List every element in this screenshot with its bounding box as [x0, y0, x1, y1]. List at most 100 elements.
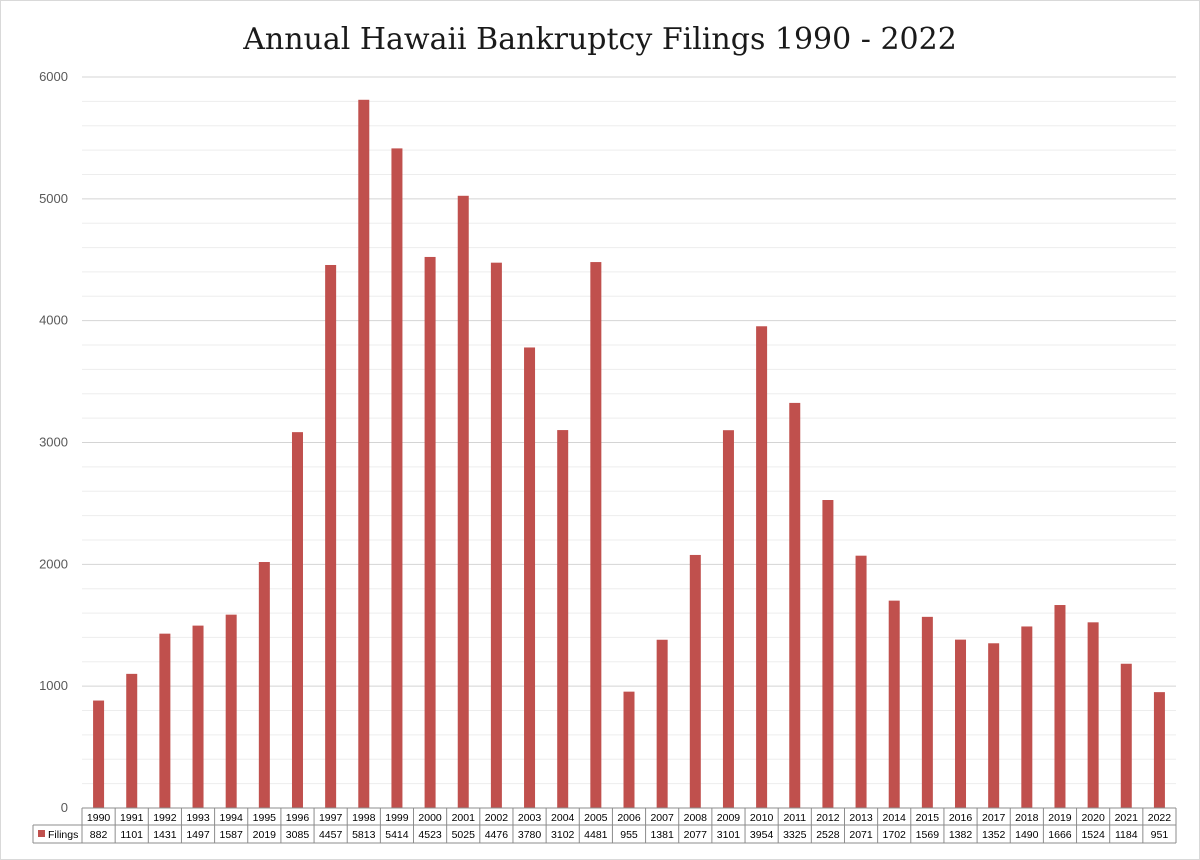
data-table-value: 1666: [1048, 829, 1072, 841]
x-category-label: 2004: [551, 812, 575, 824]
y-tick-label: 5000: [39, 191, 68, 206]
x-category-label: 2010: [750, 812, 774, 824]
x-category-label: 2011: [783, 812, 806, 824]
y-tick-label: 0: [61, 800, 68, 815]
bar-2004: [557, 430, 569, 808]
bar-2002: [490, 262, 502, 808]
bar-1998: [358, 99, 370, 808]
data-table-value: 2071: [849, 829, 873, 841]
x-category-label: 2003: [518, 812, 542, 824]
data-table-value: 3101: [717, 829, 741, 841]
bar-1995: [258, 562, 270, 808]
bar-2021: [1120, 663, 1132, 808]
bar-1992: [159, 633, 171, 808]
x-category-label: 1997: [319, 812, 343, 824]
data-table-value: 1352: [982, 829, 1006, 841]
bar-2008: [689, 554, 701, 808]
y-tick-label: 2000: [39, 556, 68, 571]
y-tick-label: 6000: [39, 69, 68, 84]
x-category-label: 2005: [584, 812, 608, 824]
data-table-value: 3085: [286, 829, 310, 841]
x-category-label: 1993: [186, 812, 210, 824]
x-category-label: 2019: [1048, 812, 1072, 824]
data-table-value: 3325: [783, 829, 807, 841]
data-table-value: 3780: [518, 829, 542, 841]
data-table-value: 3102: [551, 829, 575, 841]
x-category-label: 2002: [485, 812, 509, 824]
data-table-value: 3954: [750, 829, 774, 841]
bar-2016: [955, 639, 967, 808]
x-category-label: 2012: [816, 812, 840, 824]
x-category-label: 2022: [1148, 812, 1172, 824]
data-table-value: 4523: [418, 829, 442, 841]
bar-2000: [424, 256, 436, 808]
bar-2011: [789, 402, 801, 808]
x-category-label: 2013: [849, 812, 873, 824]
x-category-label: 2020: [1081, 812, 1105, 824]
data-table-value: 2077: [684, 829, 708, 841]
x-category-label: 2018: [1015, 812, 1039, 824]
x-category-label: 2000: [418, 812, 442, 824]
x-category-label: 1990: [87, 812, 111, 824]
data-table-value: 1381: [650, 829, 674, 841]
data-table-value: 5414: [385, 829, 409, 841]
x-category-label: 1992: [153, 812, 177, 824]
data-table-value: 2019: [253, 829, 277, 841]
x-category-label: 2008: [684, 812, 708, 824]
bar-2017: [988, 643, 1000, 808]
bar-2020: [1087, 622, 1099, 808]
x-category-label: 2016: [949, 812, 973, 824]
data-table-value: 1524: [1081, 829, 1105, 841]
data-table-value: 4457: [319, 829, 343, 841]
bar-2019: [1054, 605, 1066, 808]
data-table-value: 4476: [485, 829, 509, 841]
data-table-value: 4481: [584, 829, 608, 841]
bar-2013: [855, 555, 867, 808]
data-table-value: 1431: [153, 829, 177, 841]
bar-2014: [888, 600, 900, 808]
x-category-label: 2015: [916, 812, 940, 824]
x-category-label: 1991: [120, 812, 144, 824]
bar-2006: [623, 691, 635, 808]
x-category-label: 2009: [717, 812, 741, 824]
data-table-value: 882: [90, 829, 108, 841]
bar-2010: [756, 326, 768, 808]
bar-2009: [722, 430, 734, 808]
bar-1990: [93, 700, 105, 808]
bar-2015: [921, 616, 933, 808]
bar-1991: [126, 673, 138, 808]
bar-1993: [192, 625, 204, 808]
x-category-label: 1995: [253, 812, 277, 824]
data-table-value: 1702: [883, 829, 907, 841]
data-table-value: 1184: [1115, 829, 1138, 841]
bar-2001: [457, 195, 469, 809]
data-table-value: 951: [1151, 829, 1169, 841]
x-category-label: 2007: [650, 812, 674, 824]
data-table-value: 1101: [120, 829, 143, 841]
x-category-label: 1998: [352, 812, 376, 824]
data-table-value: 1490: [1015, 829, 1039, 841]
bar-1994: [225, 614, 237, 808]
bar-2022: [1153, 692, 1165, 808]
x-category-label: 2017: [982, 812, 1006, 824]
bar-2018: [1021, 626, 1033, 808]
bar-2005: [590, 262, 602, 808]
data-table-value: 5025: [452, 829, 476, 841]
y-tick-label: 1000: [39, 678, 68, 693]
data-table-value: 1569: [916, 829, 940, 841]
x-category-label: 2001: [452, 812, 476, 824]
x-category-label: 2021: [1115, 812, 1139, 824]
data-table-value: 1497: [186, 829, 210, 841]
bar-2007: [656, 639, 668, 808]
x-category-label: 1999: [385, 812, 409, 824]
x-category-label: 1994: [220, 812, 244, 824]
y-tick-label: 4000: [39, 313, 68, 328]
bar-1996: [291, 432, 303, 808]
legend-key-filings: [38, 830, 45, 837]
data-table-value: 955: [620, 829, 638, 841]
data-table-value: 2528: [816, 829, 840, 841]
data-table-value: 5813: [352, 829, 376, 841]
data-table-value: 1382: [949, 829, 973, 841]
data-table-value: 1587: [220, 829, 244, 841]
